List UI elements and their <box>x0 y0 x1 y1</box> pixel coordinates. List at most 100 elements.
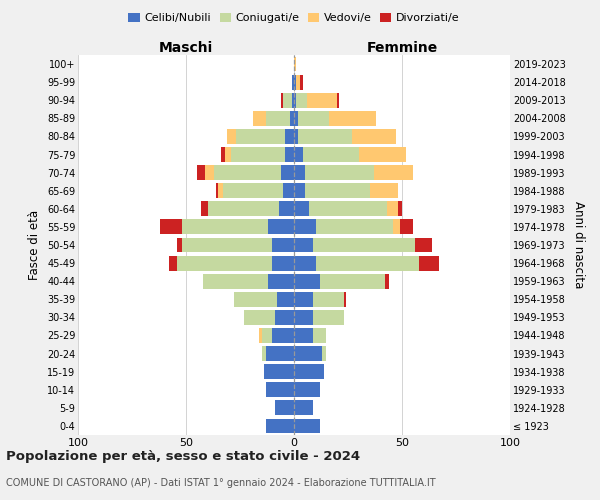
Bar <box>419 256 439 270</box>
Bar <box>313 238 415 252</box>
Bar <box>296 74 301 90</box>
Bar <box>320 274 385 288</box>
Bar <box>301 74 302 90</box>
Bar <box>294 56 296 72</box>
Bar <box>316 256 419 270</box>
Bar <box>266 111 290 126</box>
Bar <box>236 129 286 144</box>
Bar <box>387 202 398 216</box>
Bar <box>415 238 432 252</box>
Bar <box>294 382 320 397</box>
Bar <box>178 256 272 270</box>
Legend: Celibi/Nubili, Coniugati/e, Vedovi/e, Divorziati/e: Celibi/Nubili, Coniugati/e, Vedovi/e, Di… <box>124 8 464 28</box>
Bar <box>302 147 359 162</box>
Bar <box>294 418 320 434</box>
Bar <box>294 364 324 379</box>
Bar <box>259 328 262 343</box>
Bar <box>286 147 294 162</box>
Bar <box>218 184 223 198</box>
Bar <box>275 400 294 415</box>
Bar <box>337 93 340 108</box>
Bar <box>244 310 275 325</box>
Bar <box>313 310 344 325</box>
Bar <box>227 129 236 144</box>
Bar <box>277 292 294 306</box>
Bar <box>253 111 266 126</box>
Bar <box>294 328 313 343</box>
Bar <box>294 238 313 252</box>
Y-axis label: Fasce di età: Fasce di età <box>28 210 41 280</box>
Bar <box>201 202 208 216</box>
Bar <box>294 111 298 126</box>
Bar <box>223 184 283 198</box>
Bar <box>225 147 232 162</box>
Bar <box>279 202 294 216</box>
Bar <box>266 382 294 397</box>
Bar <box>294 165 305 180</box>
Bar <box>294 220 316 234</box>
Bar <box>294 274 320 288</box>
Bar <box>294 129 298 144</box>
Bar <box>281 165 294 180</box>
Text: Popolazione per età, sesso e stato civile - 2024: Popolazione per età, sesso e stato civil… <box>6 450 360 463</box>
Bar <box>400 220 413 234</box>
Bar <box>266 346 294 361</box>
Bar <box>266 418 294 434</box>
Bar <box>272 256 294 270</box>
Bar <box>294 74 296 90</box>
Bar <box>370 184 398 198</box>
Bar <box>296 93 307 108</box>
Bar <box>268 274 294 288</box>
Bar <box>294 202 309 216</box>
Text: Femmine: Femmine <box>367 41 437 55</box>
Bar <box>344 292 346 306</box>
Bar <box>182 238 272 252</box>
Bar <box>313 292 344 306</box>
Bar <box>394 220 400 234</box>
Bar <box>374 165 413 180</box>
Bar <box>283 184 294 198</box>
Bar <box>216 184 218 198</box>
Bar <box>385 274 389 288</box>
Bar <box>294 346 322 361</box>
Text: COMUNE DI CASTORANO (AP) - Dati ISTAT 1° gennaio 2024 - Elaborazione TUTTITALIA.: COMUNE DI CASTORANO (AP) - Dati ISTAT 1°… <box>6 478 436 488</box>
Bar <box>178 238 182 252</box>
Bar <box>283 93 292 108</box>
Bar <box>286 129 294 144</box>
Bar <box>169 256 178 270</box>
Bar <box>208 202 279 216</box>
Bar <box>294 400 313 415</box>
Bar <box>292 93 294 108</box>
Bar <box>272 328 294 343</box>
Bar <box>316 220 394 234</box>
Bar <box>294 256 316 270</box>
Bar <box>294 184 305 198</box>
Bar <box>214 165 281 180</box>
Bar <box>329 111 376 126</box>
Bar <box>233 292 277 306</box>
Bar <box>298 111 329 126</box>
Bar <box>352 129 395 144</box>
Bar <box>262 328 272 343</box>
Bar <box>294 147 302 162</box>
Bar <box>294 93 296 108</box>
Bar <box>305 165 374 180</box>
Bar <box>232 147 286 162</box>
Bar <box>205 165 214 180</box>
Bar <box>275 310 294 325</box>
Bar <box>272 238 294 252</box>
Bar <box>322 346 326 361</box>
Bar <box>197 165 205 180</box>
Bar <box>307 93 337 108</box>
Bar <box>359 147 406 162</box>
Bar <box>262 346 266 361</box>
Bar <box>309 202 387 216</box>
Bar <box>313 328 326 343</box>
Bar <box>268 220 294 234</box>
Bar <box>398 202 402 216</box>
Bar <box>221 147 225 162</box>
Bar <box>294 310 313 325</box>
Bar <box>305 184 370 198</box>
Bar <box>182 220 268 234</box>
Bar <box>281 93 283 108</box>
